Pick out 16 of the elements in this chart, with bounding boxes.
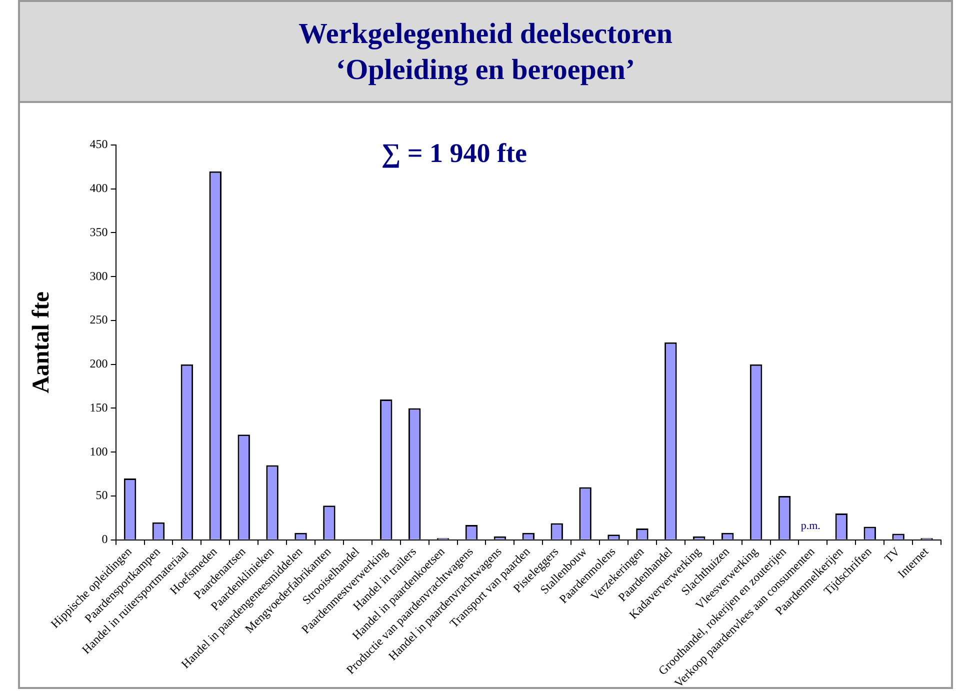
annotation: p.m. <box>800 520 821 532</box>
y-tick-label: 150 <box>90 400 108 414</box>
annotation: ∑ = 1 940 fte <box>381 138 527 168</box>
y-tick-label: 50 <box>96 488 108 502</box>
y-tick-label: 450 <box>90 137 108 152</box>
x-tick-label: TV <box>881 544 903 566</box>
y-tick-label: 300 <box>90 268 108 283</box>
y-axis-title: Aantal fte <box>28 291 55 394</box>
y-tick-label: 0 <box>102 532 108 546</box>
y-tick-label: 200 <box>90 356 108 371</box>
y-tick-label: 100 <box>90 444 108 458</box>
chart-title: Werkgelegenheid deelsectoren <box>298 17 674 52</box>
y-tick-label: 400 <box>90 181 108 196</box>
chart-subtitle: ‘Opleiding en beroepen’ <box>334 53 636 88</box>
y-tick-label: 350 <box>90 224 108 239</box>
y-tick-label: 250 <box>90 312 108 327</box>
